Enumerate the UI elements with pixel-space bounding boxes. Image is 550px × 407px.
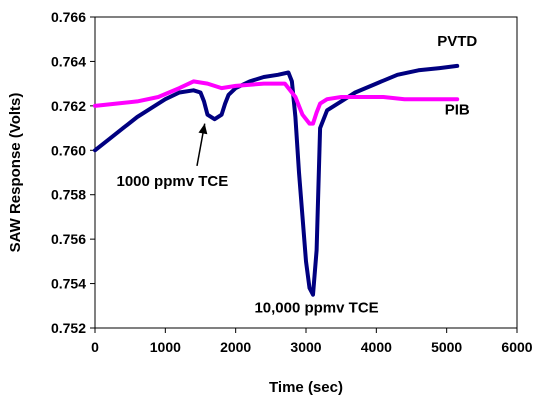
- arrow-head-icon: [198, 123, 208, 135]
- annotation-label: PIB: [445, 102, 470, 119]
- x-tick-label: 5000: [431, 339, 462, 355]
- annotation-label: PVTD: [437, 33, 477, 50]
- x-axis: 0 1000 2000 3000 4000 5000 6000: [91, 328, 533, 355]
- y-tick-label: 0.766: [51, 9, 86, 25]
- y-tick-label: 0.752: [51, 320, 86, 336]
- x-tick-label: 2000: [220, 339, 251, 355]
- x-tick-label: 3000: [290, 339, 321, 355]
- x-tick-label: 6000: [501, 339, 532, 355]
- series-line-pvtd: [93, 63, 460, 297]
- annotation-label: 10,000 ppmv TCE: [254, 299, 378, 316]
- annotations: 1000 ppmv TCE 10,000 ppmv TCE PVTD PIB: [117, 33, 478, 317]
- x-tick-label: 1000: [150, 339, 181, 355]
- y-axis-title: SAW Response (Volts): [7, 93, 24, 253]
- annotation-label: 1000 ppmv TCE: [117, 173, 229, 190]
- y-tick-label: 0.758: [51, 187, 86, 203]
- x-tick-label: 0: [91, 339, 99, 355]
- y-tick-label: 0.760: [51, 142, 86, 158]
- x-axis-title: Time (sec): [269, 379, 343, 396]
- y-axis: 0.752 0.754 0.756 0.758 0.760 0.762 0.764 0.766: [51, 9, 95, 336]
- y-tick-label: 0.764: [51, 53, 86, 69]
- y-tick-label: 0.756: [51, 231, 86, 247]
- series-layer: [93, 63, 460, 297]
- y-tick-label: 0.754: [51, 276, 86, 292]
- y-tick-label: 0.762: [51, 98, 86, 114]
- x-tick-label: 4000: [361, 339, 392, 355]
- series-line-pib: [93, 79, 460, 126]
